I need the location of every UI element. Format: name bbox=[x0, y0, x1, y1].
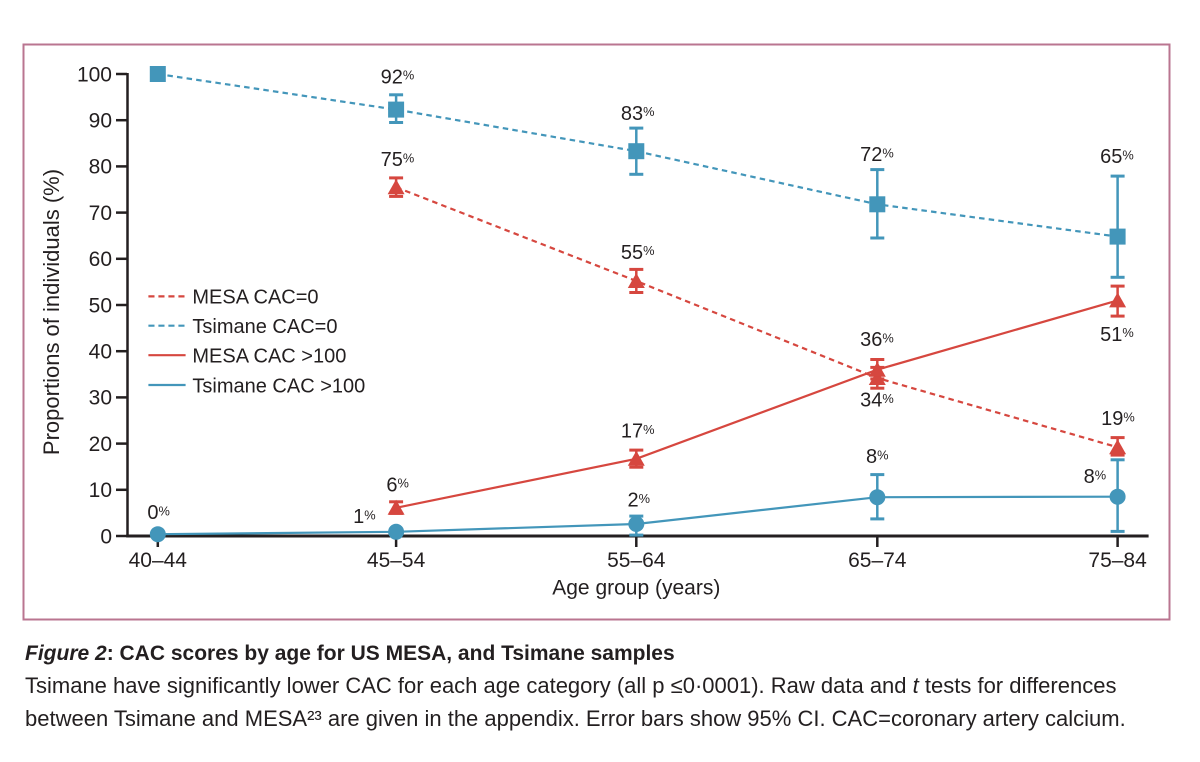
svg-text:72%: 72% bbox=[860, 144, 894, 166]
svg-text:8%: 8% bbox=[866, 446, 889, 468]
svg-text:55–64: 55–64 bbox=[607, 549, 666, 572]
svg-text:MESA CAC >100: MESA CAC >100 bbox=[192, 346, 346, 368]
svg-text:1%: 1% bbox=[353, 506, 376, 528]
svg-text:65–74: 65–74 bbox=[848, 549, 907, 572]
svg-text:17%: 17% bbox=[621, 420, 655, 442]
svg-text:2%: 2% bbox=[627, 490, 650, 512]
svg-text:30: 30 bbox=[89, 387, 112, 410]
svg-text:6%: 6% bbox=[386, 474, 409, 496]
svg-text:0: 0 bbox=[100, 525, 112, 548]
svg-text:Tsimane CAC >100: Tsimane CAC >100 bbox=[192, 375, 365, 397]
svg-text:45–54: 45–54 bbox=[367, 549, 426, 572]
svg-text:83%: 83% bbox=[621, 103, 655, 125]
svg-text:8%: 8% bbox=[1084, 466, 1107, 488]
svg-text:50: 50 bbox=[89, 294, 112, 317]
svg-text:60: 60 bbox=[89, 248, 112, 271]
svg-text:19%: 19% bbox=[1101, 408, 1135, 430]
svg-text:80: 80 bbox=[89, 156, 112, 179]
svg-text:36%: 36% bbox=[860, 329, 894, 351]
svg-text:70: 70 bbox=[89, 202, 112, 225]
svg-text:90: 90 bbox=[89, 110, 112, 133]
svg-text:10: 10 bbox=[89, 479, 112, 502]
svg-text:34%: 34% bbox=[860, 390, 894, 412]
svg-text:Tsimane CAC=0: Tsimane CAC=0 bbox=[192, 316, 337, 338]
svg-text:40–44: 40–44 bbox=[129, 549, 188, 572]
svg-text:92%: 92% bbox=[381, 66, 415, 88]
svg-text:75%: 75% bbox=[381, 149, 415, 171]
svg-text:51%: 51% bbox=[1100, 324, 1134, 346]
svg-text:65%: 65% bbox=[1100, 146, 1134, 168]
svg-text:55%: 55% bbox=[621, 242, 655, 264]
svg-text:20: 20 bbox=[89, 433, 112, 456]
svg-text:Proportions of individuals (%): Proportions of individuals (%) bbox=[39, 169, 64, 455]
svg-text:100: 100 bbox=[77, 63, 112, 86]
svg-text:Age group (years): Age group (years) bbox=[552, 577, 720, 600]
svg-text:75–84: 75–84 bbox=[1088, 549, 1147, 572]
svg-text:MESA CAC=0: MESA CAC=0 bbox=[192, 287, 318, 309]
svg-text:0%: 0% bbox=[147, 502, 170, 524]
svg-text:40: 40 bbox=[89, 341, 112, 364]
